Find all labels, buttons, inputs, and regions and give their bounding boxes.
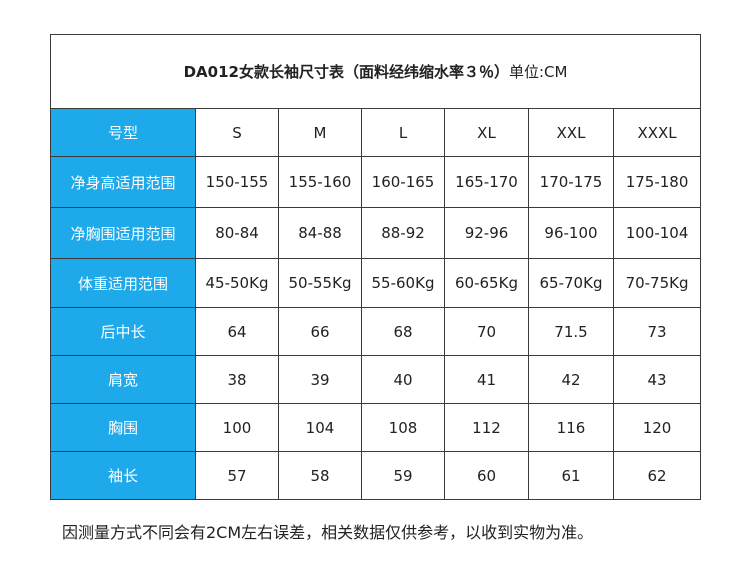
table-cell: 66 — [278, 307, 362, 356]
table-cell: 84-88 — [278, 207, 362, 259]
table-cell: 43 — [612, 355, 702, 404]
table-cell: 100 — [195, 403, 279, 452]
table-cell: XL — [444, 108, 529, 157]
row-label: 净身高适用范围 — [50, 156, 196, 208]
table-cell: M — [278, 108, 362, 157]
table-cell: 160-165 — [361, 156, 445, 208]
table-cell: 150-155 — [195, 156, 279, 208]
table-row: 肩宽 38 39 40 41 42 43 — [50, 355, 702, 404]
table-cell: 61 — [528, 451, 614, 500]
table-cell: 175-180 — [612, 156, 702, 208]
table-cell: 120 — [612, 403, 702, 452]
chart-title-main: DA012女款长袖尺寸表（面料经纬缩水率３％） — [183, 63, 509, 81]
row-label: 净胸围适用范围 — [50, 207, 196, 259]
row-label: 后中长 — [50, 307, 196, 356]
table-cell: 70 — [444, 307, 529, 356]
chart-title-unit: 单位:CM — [508, 63, 568, 81]
table-row: 体重适用范围 45-50Kg 50-55Kg 55-60Kg 60-65Kg 65-70K… — [50, 258, 702, 308]
table-cell: 57 — [195, 451, 279, 500]
row-label: 胸围 — [50, 403, 196, 452]
table-cell: 96-100 — [528, 207, 614, 259]
row-label: 肩宽 — [50, 355, 196, 404]
table-cell: 42 — [528, 355, 614, 404]
table-cell: 170-175 — [528, 156, 614, 208]
table-cell: 38 — [195, 355, 279, 404]
table-cell: 100-104 — [612, 207, 702, 259]
table-cell: XXXL — [612, 108, 702, 157]
table-cell: 41 — [444, 355, 529, 404]
table-cell: 165-170 — [444, 156, 529, 208]
chart-title: DA012女款长袖尺寸表（面料经纬缩水率３％）单位:CM — [49, 34, 702, 109]
table-cell: 62 — [612, 451, 702, 500]
table-row: 净身高适用范围 150-155 155-160 160-165 165-170 170-1… — [50, 156, 702, 208]
table-cell: XXL — [528, 108, 614, 157]
table-cell: 80-84 — [195, 207, 279, 259]
table-cell: 116 — [528, 403, 614, 452]
table-row: 净胸围适用范围 80-84 84-88 88-92 92-96 96-100 100-104 — [50, 207, 702, 259]
size-chart-table: DA012女款长袖尺寸表（面料经纬缩水率３％）单位:CM 号型 S M L XL XXL X… — [49, 34, 702, 500]
table-cell: 68 — [361, 307, 445, 356]
table-cell: 71.5 — [528, 307, 614, 356]
row-label: 体重适用范围 — [50, 258, 196, 308]
table-cell: 108 — [361, 403, 445, 452]
table-cell: 88-92 — [361, 207, 445, 259]
table-row: 袖长 57 58 59 60 61 62 — [50, 451, 702, 500]
table-row: 号型 S M L XL XXL XXXL — [50, 108, 702, 157]
table-cell: 60-65Kg — [444, 258, 529, 308]
table-cell: 60 — [444, 451, 529, 500]
table-cell: 70-75Kg — [612, 258, 702, 308]
table-row: 胸围 100 104 108 112 116 120 — [50, 403, 702, 452]
table-cell: 39 — [278, 355, 362, 404]
table-cell: 104 — [278, 403, 362, 452]
table-row: 后中长 64 66 68 70 71.5 73 — [50, 307, 702, 356]
table-cell: 58 — [278, 451, 362, 500]
table-cell: 92-96 — [444, 207, 529, 259]
table-cell: S — [195, 108, 279, 157]
table-cell: L — [361, 108, 445, 157]
table-cell: 73 — [612, 307, 702, 356]
table-cell: 55-60Kg — [361, 258, 445, 308]
table-cell: 50-55Kg — [278, 258, 362, 308]
table-cell: 155-160 — [278, 156, 362, 208]
table-cell: 65-70Kg — [528, 258, 614, 308]
measurement-note: 因测量方式不同会有2CM左右误差，相关数据仅供参考，以收到实物为准。 — [62, 523, 594, 542]
row-label: 号型 — [50, 108, 196, 157]
table-cell: 112 — [444, 403, 529, 452]
table-cell: 40 — [361, 355, 445, 404]
table-cell: 45-50Kg — [195, 258, 279, 308]
table-cell: 59 — [361, 451, 445, 500]
title-row: DA012女款长袖尺寸表（面料经纬缩水率３％）单位:CM — [49, 34, 702, 109]
row-label: 袖长 — [50, 451, 196, 500]
table-cell: 64 — [195, 307, 279, 356]
